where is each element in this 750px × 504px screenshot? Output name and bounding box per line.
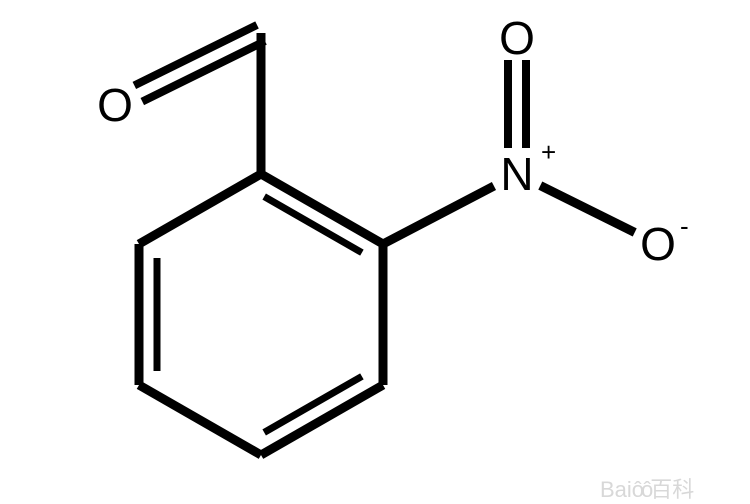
watermark-prefix: Bai (600, 477, 632, 502)
svg-text:O: O (97, 79, 133, 131)
watermark-paw-icon: ôô (632, 477, 650, 502)
molecule-diagram: O O N O + - (0, 0, 750, 500)
svg-text:N: N (500, 148, 533, 200)
watermark-suffix: 百科 (650, 477, 694, 502)
svg-text:O: O (640, 218, 676, 270)
svg-text:+: + (541, 137, 556, 167)
source-watermark: Baiôô百科 (600, 472, 694, 504)
svg-text:-: - (680, 211, 689, 241)
svg-text:O: O (499, 12, 535, 64)
